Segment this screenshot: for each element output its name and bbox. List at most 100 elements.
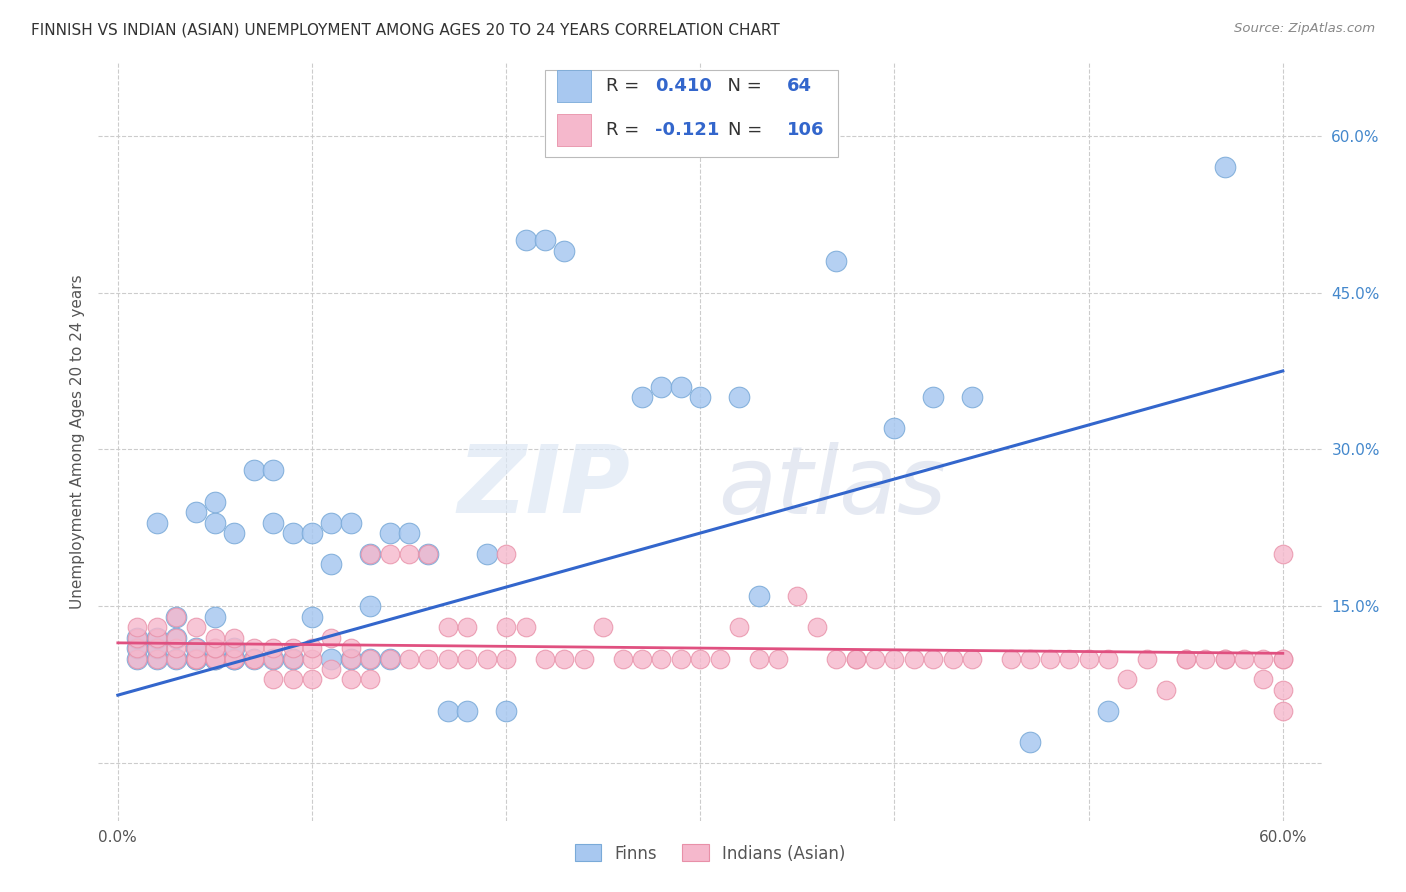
Point [145,651,167,665]
Point [184,651,207,665]
Point [845,651,868,665]
Point [475,547,498,561]
Point [650,651,672,665]
Point [127,641,149,656]
Point [960,390,983,404]
Point [378,651,401,665]
Point [242,651,264,665]
Point [184,641,207,656]
Point [359,547,381,561]
Point [456,620,478,634]
Point [553,651,575,665]
Point [1156,682,1178,697]
Text: Source: ZipAtlas.com: Source: ZipAtlas.com [1234,22,1375,36]
Y-axis label: Unemployment Among Ages 20 to 24 years: Unemployment Among Ages 20 to 24 years [69,274,84,609]
Point [534,651,557,665]
Point [1271,682,1294,697]
Point [1077,651,1099,665]
Point [1174,651,1197,665]
Point [1097,704,1119,718]
Point [631,390,654,404]
Point [165,651,187,665]
Text: 0.410: 0.410 [655,78,711,95]
Point [1271,547,1294,561]
Point [786,589,808,603]
FancyBboxPatch shape [546,70,838,157]
Point [572,651,595,665]
Point [204,651,226,665]
Point [437,620,460,634]
Point [224,651,246,665]
Point [145,651,167,665]
Point [184,651,207,665]
Point [398,547,420,561]
Point [184,651,207,665]
Point [825,651,848,665]
Point [766,651,789,665]
Point [242,463,264,477]
Point [437,651,460,665]
Point [1116,673,1139,687]
Point [883,651,905,665]
Point [224,641,246,656]
Point [340,516,363,530]
Point [204,651,226,665]
Point [418,547,440,561]
Point [1253,673,1275,687]
Point [242,641,264,656]
Point [281,651,304,665]
Text: N =: N = [716,78,768,95]
Point [301,526,323,541]
Point [224,651,246,665]
Point [301,673,323,687]
Point [709,651,731,665]
Point [398,526,420,541]
Point [650,379,672,393]
Point [340,673,363,687]
Point [1194,651,1216,665]
Point [1057,651,1080,665]
Point [242,651,264,665]
Point [553,244,575,258]
Point [184,620,207,634]
Point [456,651,478,665]
Point [495,651,517,665]
Point [728,390,751,404]
Point [1019,651,1042,665]
Point [224,526,246,541]
Point [689,651,711,665]
Point [669,651,692,665]
Point [1271,651,1294,665]
Point [378,526,401,541]
Point [359,651,381,665]
FancyBboxPatch shape [557,70,592,103]
Text: FINNISH VS INDIAN (ASIAN) UNEMPLOYMENT AMONG AGES 20 TO 24 YEARS CORRELATION CHA: FINNISH VS INDIAN (ASIAN) UNEMPLOYMENT A… [31,22,780,37]
Point [321,516,343,530]
Point [224,641,246,656]
Point [515,620,537,634]
Point [515,233,537,247]
Point [922,390,945,404]
Point [242,651,264,665]
Point [145,631,167,645]
Point [1233,651,1256,665]
Point [418,547,440,561]
Point [631,651,654,665]
Point [456,704,478,718]
Point [281,641,304,656]
Point [145,641,167,656]
Legend: Finns, Indians (Asian): Finns, Indians (Asian) [568,838,852,869]
Point [301,651,323,665]
Point [1174,651,1197,665]
Point [669,379,692,393]
Point [748,589,770,603]
Text: -0.121: -0.121 [655,121,720,139]
Point [281,651,304,665]
Point [224,651,246,665]
Point [321,662,343,676]
Point [340,651,363,665]
Point [1213,651,1236,665]
Point [165,631,187,645]
Point [127,651,149,665]
Point [145,631,167,645]
